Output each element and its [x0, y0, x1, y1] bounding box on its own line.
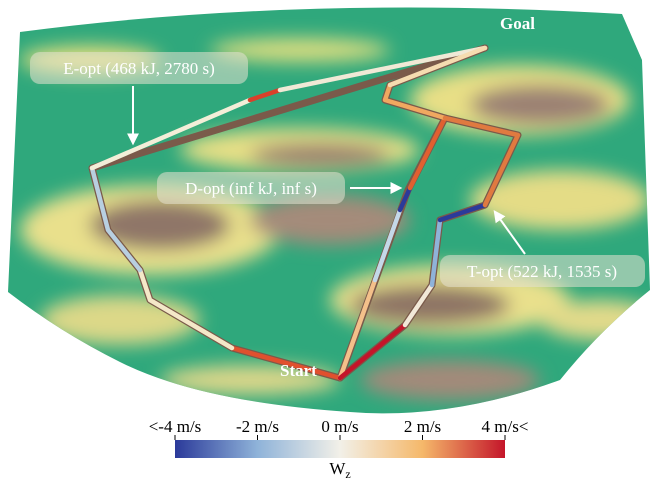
tick-label: 4 m/s<: [482, 417, 529, 436]
d-opt-label: D-opt (inf kJ, inf s): [185, 179, 317, 198]
colorbar-label: Wz: [329, 459, 350, 481]
goal-label: Goal: [500, 14, 535, 33]
figure: E-opt (468 kJ, 2780 s) D-opt (inf kJ, in…: [0, 0, 665, 483]
colorbar: Wz <-4 m/s -2 m/s 0 m/s 2 m/s 4 m/s<: [149, 417, 529, 481]
tick-label: <-4 m/s: [149, 417, 202, 436]
colorbar-label-sub: z: [345, 467, 350, 481]
tick-label: 2 m/s: [404, 417, 441, 436]
e-opt-label: E-opt (468 kJ, 2780 s): [63, 59, 215, 78]
colorbar-gradient: [175, 440, 505, 458]
start-label: Start: [280, 361, 317, 380]
tick-label: -2 m/s: [236, 417, 279, 436]
tick-label: 0 m/s: [321, 417, 358, 436]
colorbar-label-main: W: [329, 459, 346, 478]
t-opt-label: T-opt (522 kJ, 1535 s): [467, 262, 617, 281]
